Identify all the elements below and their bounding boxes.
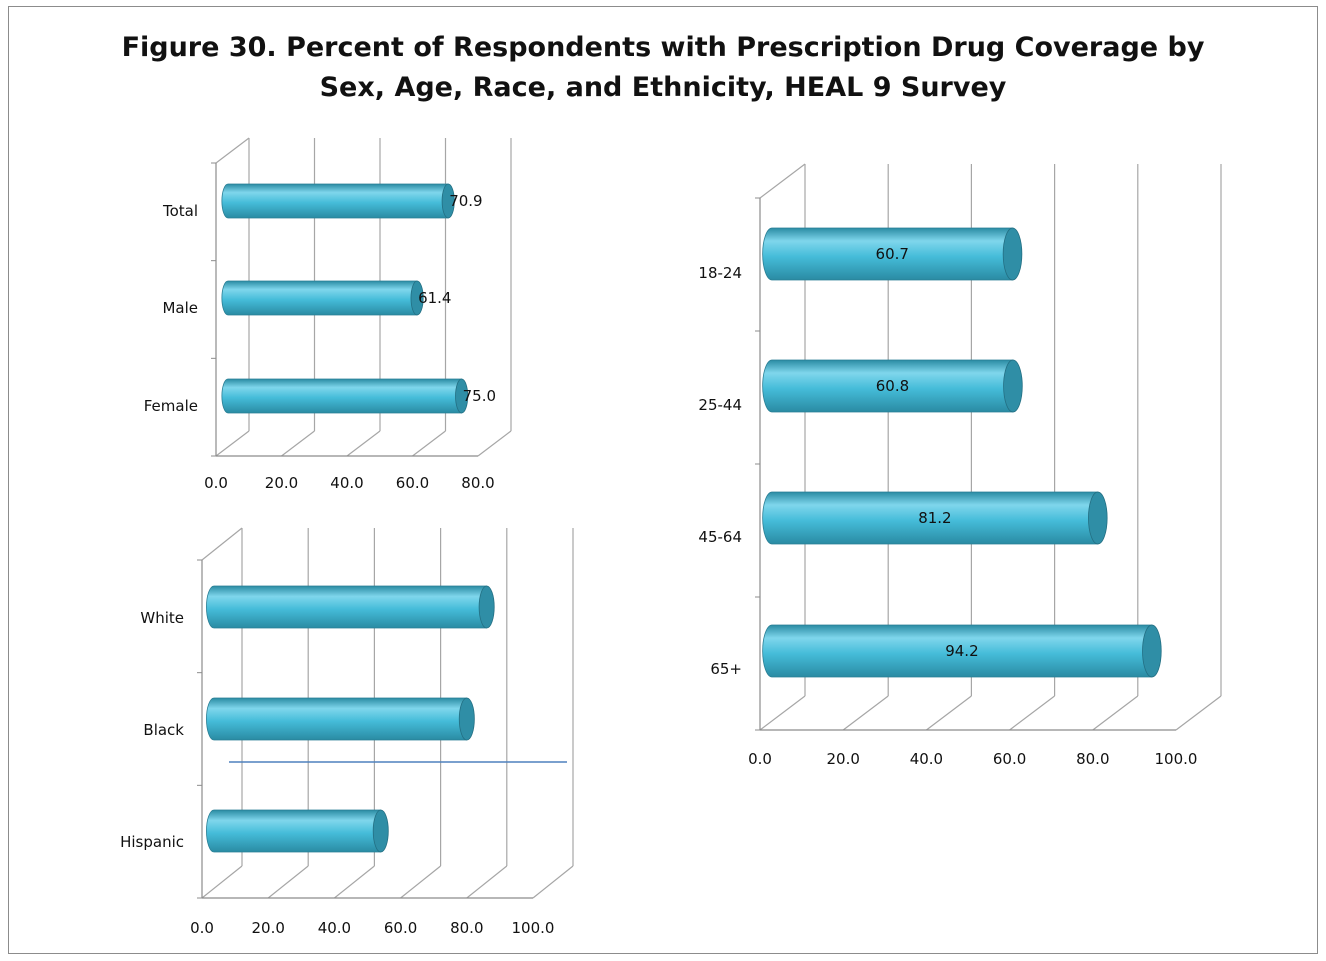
tick-label: 20.0 [826, 750, 859, 768]
bar-cap [1088, 491, 1108, 545]
category-label: 25-44 [698, 396, 742, 414]
bar [206, 585, 495, 629]
floor-line [346, 430, 381, 457]
tick-label: 100.0 [1155, 750, 1198, 768]
floor-line [842, 695, 889, 731]
bar-body [762, 359, 1014, 413]
category-label: White [140, 609, 184, 627]
bar-body [206, 585, 488, 629]
bar-cap [1003, 359, 1023, 413]
bar [206, 697, 475, 741]
tick-label: 80.0 [1076, 750, 1109, 768]
tick-label: 40.0 [330, 474, 363, 492]
floor-line [1175, 695, 1222, 731]
category-label: Total [162, 202, 198, 220]
data-label: 75.0 [463, 387, 496, 405]
bar-cap [1002, 227, 1023, 281]
data-label: 81.2 [918, 509, 951, 527]
tick-label: 0.0 [748, 750, 772, 768]
category-label: Hispanic [120, 833, 184, 851]
bar [762, 227, 1023, 281]
chart-title-line2: Sex, Age, Race, and Ethnicity, HEAL 9 Su… [319, 72, 1007, 103]
chart-frame [8, 6, 1318, 954]
tick-label: 20.0 [251, 919, 284, 937]
floor-line [412, 430, 446, 457]
tick-label: 60.0 [384, 919, 417, 937]
bar-cap [1142, 624, 1162, 678]
floor-line [267, 865, 309, 899]
tick-label: 0.0 [204, 474, 228, 492]
tick-label: 80.0 [450, 919, 483, 937]
tick-label: 60.0 [396, 474, 429, 492]
floor-line [281, 430, 315, 457]
floor-line [926, 695, 972, 731]
floor-line [400, 865, 441, 899]
bar-cap [478, 585, 495, 629]
bar-body [762, 624, 1153, 678]
floor-line [759, 695, 806, 731]
floor-line [532, 865, 574, 899]
data-label: 60.7 [876, 245, 909, 263]
bar [762, 624, 1162, 678]
bar [221, 183, 455, 219]
wall-edge [201, 527, 243, 561]
tick-label: 60.0 [993, 750, 1026, 768]
floor-line [466, 865, 508, 899]
bar-body [762, 227, 1013, 281]
tick-label: 40.0 [318, 919, 351, 937]
bar [762, 359, 1023, 413]
tick-label: 80.0 [461, 474, 494, 492]
chart-title: Figure 30. Percent of Respondents with P… [0, 28, 1326, 108]
data-label: 94.2 [945, 642, 978, 660]
bar [762, 491, 1108, 545]
tick-label: 20.0 [265, 474, 298, 492]
bar [221, 280, 424, 316]
bar-body [221, 280, 418, 316]
floor-line [201, 865, 243, 899]
bar-body [221, 378, 463, 414]
tick-label: 100.0 [512, 919, 555, 937]
bar-cap [455, 378, 469, 414]
category-label: Black [143, 721, 184, 739]
floor-line [334, 865, 375, 899]
bar [221, 378, 469, 414]
chart-2: White Black Hispanic 0.0 20.0 40.0 60.0 80.0 100… [120, 527, 574, 937]
floor-line [1092, 695, 1139, 731]
bar-cap [441, 183, 455, 219]
wall-edge [215, 137, 250, 164]
chart-3: 60.7 18-24 60.8 25-44 81.2 45-64 94.2 65+ 0.0 20.… [698, 163, 1222, 768]
chart-title-line1: Figure 30. Percent of Respondents with P… [121, 32, 1205, 63]
category-label: 18-24 [698, 264, 742, 282]
bar-body [762, 491, 1099, 545]
bar-cap [410, 280, 424, 316]
bar-body [221, 183, 449, 219]
data-label: 61.4 [418, 289, 451, 307]
category-label: Male [162, 299, 198, 317]
floor-line [215, 430, 250, 457]
category-label: 45-64 [698, 528, 742, 546]
bar-body [206, 809, 382, 853]
bar [206, 809, 389, 853]
bar-cap [458, 697, 475, 741]
data-label: 60.8 [876, 377, 909, 395]
chart-1: 70.9 Total 61.4 Male 75.0 Female 0.0 20.0 40.0 60… [144, 137, 512, 492]
floor-line [477, 430, 512, 457]
tick-label: 40.0 [910, 750, 943, 768]
data-label: 70.9 [449, 192, 482, 210]
floor-line [1009, 695, 1055, 731]
category-label: Female [144, 397, 198, 415]
wall-edge [759, 163, 806, 199]
tick-label: 0.0 [190, 919, 214, 937]
category-label: 65+ [710, 660, 742, 678]
bar-cap [372, 809, 389, 853]
bar-body [206, 697, 468, 741]
